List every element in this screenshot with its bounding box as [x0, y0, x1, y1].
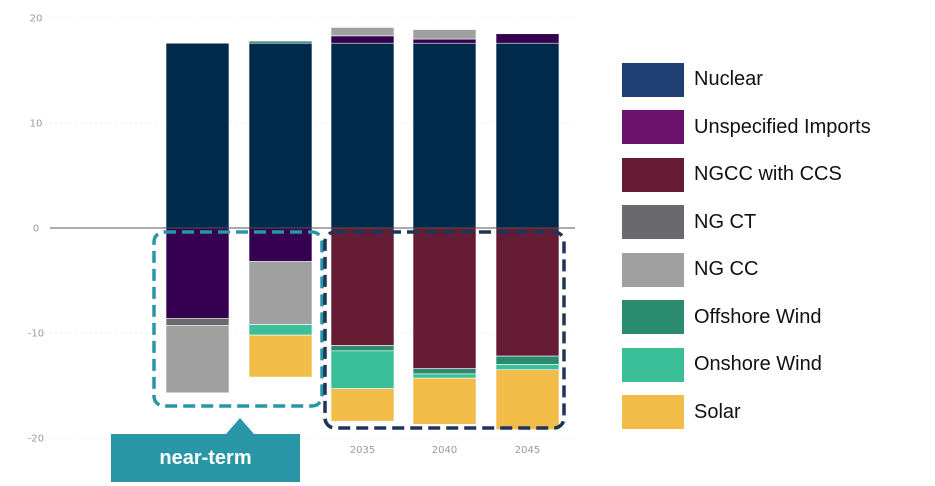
bar-segment [495, 33, 560, 44]
y-tick-label: 0 [33, 224, 39, 235]
legend-swatch [622, 395, 684, 430]
x-tick-label: 2035 [350, 445, 375, 456]
y-axis-ticks: 20 10 0 -10 -20 [28, 14, 44, 445]
bar-segment [412, 227, 477, 369]
legend-item-ngcc-with-ccs: NGCC with CCS [622, 151, 922, 199]
long-term-highlight-box [323, 230, 566, 430]
bar-segment [495, 355, 560, 365]
legend-label: Solar [694, 400, 741, 423]
legend-item-offshore-wind: Offshore Wind [622, 294, 922, 342]
bar-segment [165, 325, 230, 394]
x-tick-label: 2040 [432, 445, 457, 456]
bar-segment [330, 227, 395, 346]
legend-label: NG CT [694, 210, 757, 233]
legend-label: Unspecified Imports [694, 115, 871, 138]
legend-label: NG CC [694, 258, 759, 281]
bar-segment [248, 324, 313, 336]
near-term-callout-label: near-term [111, 434, 300, 482]
bar-segment [248, 334, 313, 378]
legend: Nuclear Unspecified Imports NGCC with CC… [622, 56, 922, 436]
y-tick-label: -10 [28, 329, 44, 340]
bar-segment [330, 27, 395, 37]
bar-segment [248, 261, 313, 325]
legend-swatch [622, 205, 684, 240]
bar-segment [495, 227, 560, 357]
y-tick-label: 10 [30, 119, 43, 130]
legend-item-ng-cc: NG CC [622, 246, 922, 294]
legend-item-nuclear: Nuclear [622, 56, 922, 104]
legend-label: Onshore Wind [694, 353, 822, 376]
callout-pointer [226, 418, 254, 434]
bar-segment [412, 377, 477, 425]
bar-segment [412, 368, 477, 375]
bar-segment [412, 38, 477, 44]
bar-segment [248, 42, 313, 229]
legend-swatch [622, 62, 684, 97]
legend-item-ng-ct: NG CT [622, 199, 922, 247]
bar-segment [412, 42, 477, 229]
legend-swatch [622, 157, 684, 192]
legend-swatch [622, 347, 684, 382]
legend-item-unspecified-imports: Unspecified Imports [622, 104, 922, 152]
legend-swatch [622, 110, 684, 145]
bar-segment [330, 350, 395, 389]
legend-item-onshore-wind: Onshore Wind [622, 341, 922, 389]
bars [165, 27, 560, 430]
bar-segment [165, 317, 230, 326]
bar-segment [495, 42, 560, 229]
bar-segment [330, 35, 395, 44]
legend-swatch [622, 252, 684, 287]
bar-segment [330, 388, 395, 422]
bar-segment [330, 42, 395, 229]
legend-swatch [622, 300, 684, 335]
y-tick-label: -20 [28, 434, 44, 445]
bar-segment [495, 369, 560, 430]
bar-segment [412, 373, 477, 379]
y-tick-label: 20 [30, 14, 43, 25]
x-tick-label: 2045 [515, 445, 540, 456]
bar-segment [248, 40, 313, 44]
bar-segment [412, 29, 477, 40]
legend-label: Offshore Wind [694, 305, 822, 328]
bar-segment [330, 345, 395, 352]
bar-segment [165, 42, 230, 229]
legend-label: Nuclear [694, 68, 763, 91]
legend-item-solar: Solar [622, 389, 922, 437]
bar-segment [495, 364, 560, 371]
legend-label: NGCC with CCS [694, 163, 842, 186]
bar-segment [165, 227, 230, 319]
near-term-highlight-box [152, 230, 324, 408]
